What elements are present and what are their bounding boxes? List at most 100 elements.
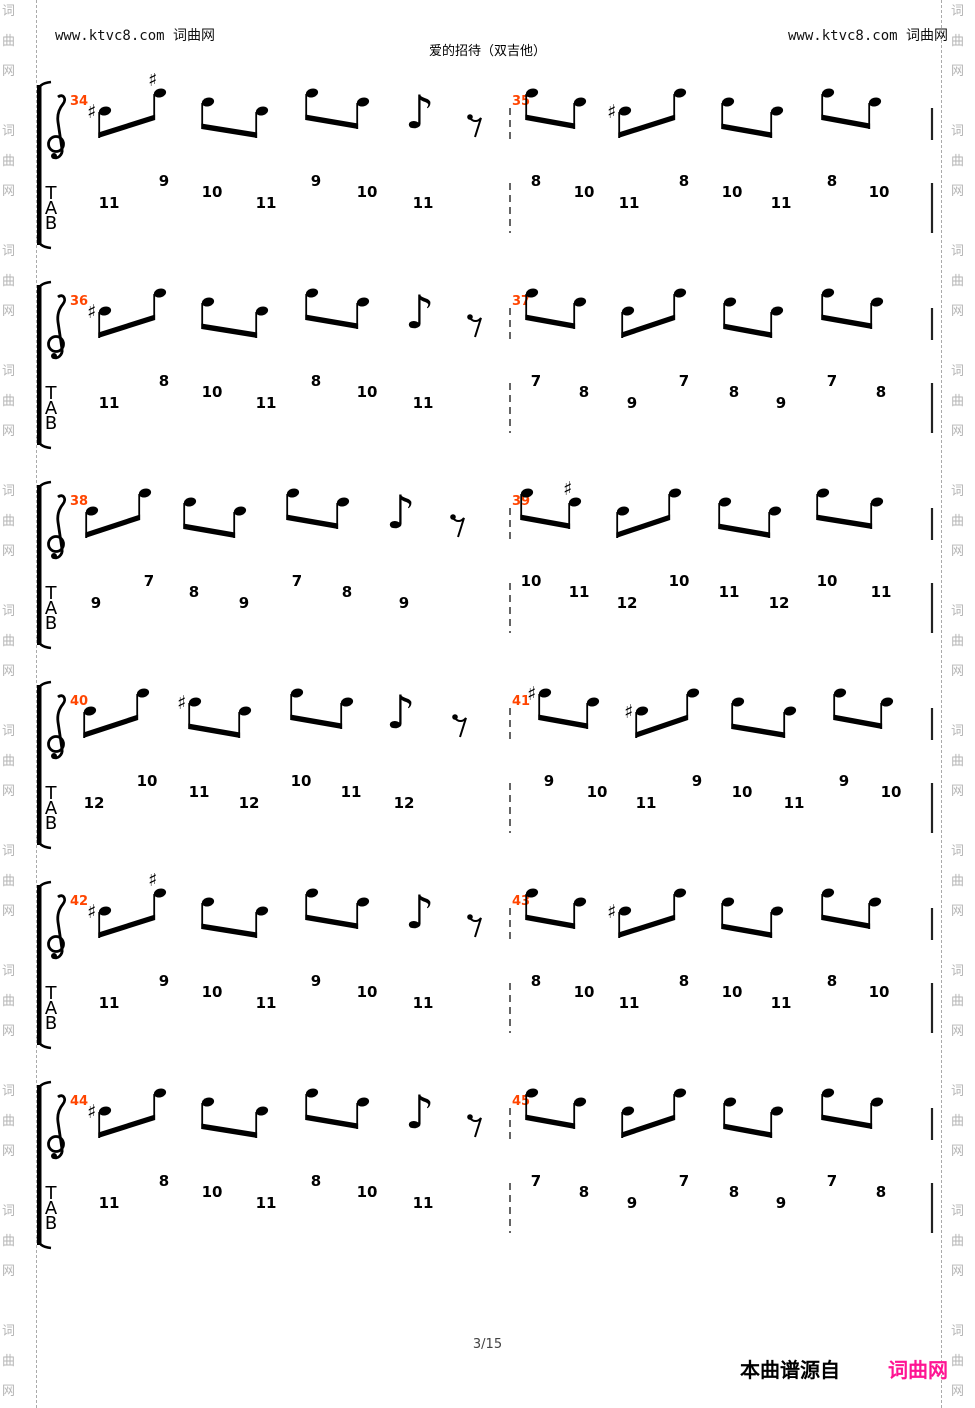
watermark-char: 词 bbox=[951, 844, 965, 859]
tab-fret-number: 12 bbox=[617, 594, 638, 612]
tab-fret-number: 9 bbox=[776, 394, 786, 412]
notehead bbox=[153, 1088, 167, 1098]
watermark-char: 曲 bbox=[951, 34, 965, 49]
notehead bbox=[336, 497, 350, 507]
beam bbox=[621, 1114, 676, 1138]
notehead bbox=[525, 88, 539, 98]
tab-fret-number: 11 bbox=[619, 194, 640, 212]
tab-staff-label: B bbox=[45, 213, 57, 234]
watermark-char: 网 bbox=[951, 64, 965, 79]
tab-fret-number: 9 bbox=[399, 594, 409, 612]
notehead bbox=[621, 1106, 635, 1116]
watermark-char: 网 bbox=[951, 1264, 965, 1279]
measure-number: 36 bbox=[70, 294, 88, 309]
beam bbox=[721, 123, 773, 138]
beam bbox=[616, 514, 671, 538]
tab-fret-number: 9 bbox=[627, 394, 637, 412]
tab-fret-number: 11 bbox=[341, 783, 362, 801]
notehead bbox=[255, 1106, 269, 1116]
notehead bbox=[201, 97, 215, 107]
notehead bbox=[618, 106, 632, 116]
tab-fret-number: 10 bbox=[732, 783, 753, 801]
tab-fret-number: 12 bbox=[239, 794, 260, 812]
beam bbox=[290, 714, 343, 729]
sharp-accidental: ♯ bbox=[607, 901, 616, 923]
tab-fret-number: 7 bbox=[531, 1172, 541, 1190]
measure-45: 45 bbox=[512, 1088, 884, 1138]
tab-fret-number: 11 bbox=[771, 994, 792, 1012]
sharp-accidental: ♯ bbox=[87, 101, 96, 123]
tab-fret-number: 10 bbox=[357, 1183, 378, 1201]
watermark-char: 网 bbox=[2, 664, 16, 679]
tab-staff-label: B bbox=[45, 413, 57, 434]
watermark-char: 曲 bbox=[2, 1114, 16, 1129]
tab-fret-number: 9 bbox=[311, 972, 321, 990]
measure-42: 42♯♯♪ bbox=[70, 873, 482, 939]
tab-staff-label: T bbox=[45, 583, 58, 604]
beam bbox=[618, 914, 676, 938]
watermark-char: 词 bbox=[2, 364, 16, 379]
notehead bbox=[868, 97, 882, 107]
tab-fret-number: 8 bbox=[679, 172, 689, 190]
notehead bbox=[721, 897, 735, 907]
beam bbox=[731, 723, 786, 738]
tab-fret-number: 10 bbox=[357, 983, 378, 1001]
tab-staff-label: T bbox=[45, 1183, 58, 1204]
tab-fret-number: 8 bbox=[189, 583, 199, 601]
tab-fret-number: 8 bbox=[531, 172, 541, 190]
sharp-accidental: ♯ bbox=[148, 873, 157, 891]
tab-fret-number: 10 bbox=[869, 183, 890, 201]
tab-staff-label: B bbox=[45, 813, 57, 834]
notehead bbox=[821, 88, 835, 98]
eighth-note: ♪ bbox=[405, 85, 434, 139]
sharp-accidental: ♯ bbox=[87, 901, 96, 923]
watermark-char: 网 bbox=[951, 904, 965, 919]
tab-staff-label: T bbox=[45, 983, 58, 1004]
eighth-rest bbox=[452, 714, 467, 738]
notehead bbox=[255, 106, 269, 116]
notehead bbox=[868, 897, 882, 907]
tab-fret-number: 10 bbox=[574, 983, 595, 1001]
notehead bbox=[673, 888, 687, 898]
notehead bbox=[723, 1097, 737, 1107]
notehead bbox=[525, 288, 539, 298]
measure-41: 41♯♯ bbox=[512, 683, 894, 738]
watermark-char: 词 bbox=[951, 124, 965, 139]
tab-fret-number: 9 bbox=[159, 972, 169, 990]
notehead bbox=[668, 488, 682, 498]
notehead bbox=[356, 97, 370, 107]
notehead bbox=[290, 688, 304, 698]
watermark-char: 网 bbox=[951, 664, 965, 679]
beam bbox=[525, 314, 576, 329]
watermark-char: 网 bbox=[2, 904, 16, 919]
notehead bbox=[673, 288, 687, 298]
beam bbox=[721, 923, 773, 938]
beam bbox=[98, 914, 156, 938]
bracket-bottom-hook bbox=[36, 1036, 52, 1050]
header-site-right: www.ktvc8.com 词曲网 bbox=[788, 28, 949, 44]
notehead bbox=[183, 497, 197, 507]
notehead bbox=[573, 97, 587, 107]
tab-staff-label: T bbox=[45, 383, 58, 404]
watermark-char: 曲 bbox=[951, 514, 965, 529]
notehead bbox=[568, 497, 582, 507]
treble-clef-icon bbox=[47, 294, 67, 360]
notehead bbox=[98, 106, 112, 116]
beam bbox=[525, 114, 576, 129]
tab-fret-number: 8 bbox=[827, 172, 837, 190]
footer-source-label: 本曲谱源自 bbox=[740, 1358, 840, 1382]
tab-fret-number: 7 bbox=[679, 372, 689, 390]
notehead bbox=[635, 706, 649, 716]
tab-row-measure-38: 9 7 8 9 7 8 9 bbox=[91, 572, 409, 612]
footer-brand-link[interactable]: 词曲网 bbox=[888, 1358, 948, 1382]
bracket-bottom-hook bbox=[36, 836, 52, 850]
beam bbox=[635, 714, 689, 738]
tab-fret-number: 10 bbox=[357, 183, 378, 201]
watermark-char: 曲 bbox=[2, 1354, 16, 1369]
sharp-accidental: ♯ bbox=[87, 1101, 96, 1123]
tab-fret-number: 11 bbox=[256, 1194, 277, 1212]
treble-clef-icon bbox=[47, 494, 67, 560]
left-watermark-column: 词曲网词曲网词曲网词曲网词曲网词曲网词曲网词曲网词曲网词曲网词曲网词曲网 bbox=[2, 0, 18, 1408]
watermark-char: 词 bbox=[951, 244, 965, 259]
